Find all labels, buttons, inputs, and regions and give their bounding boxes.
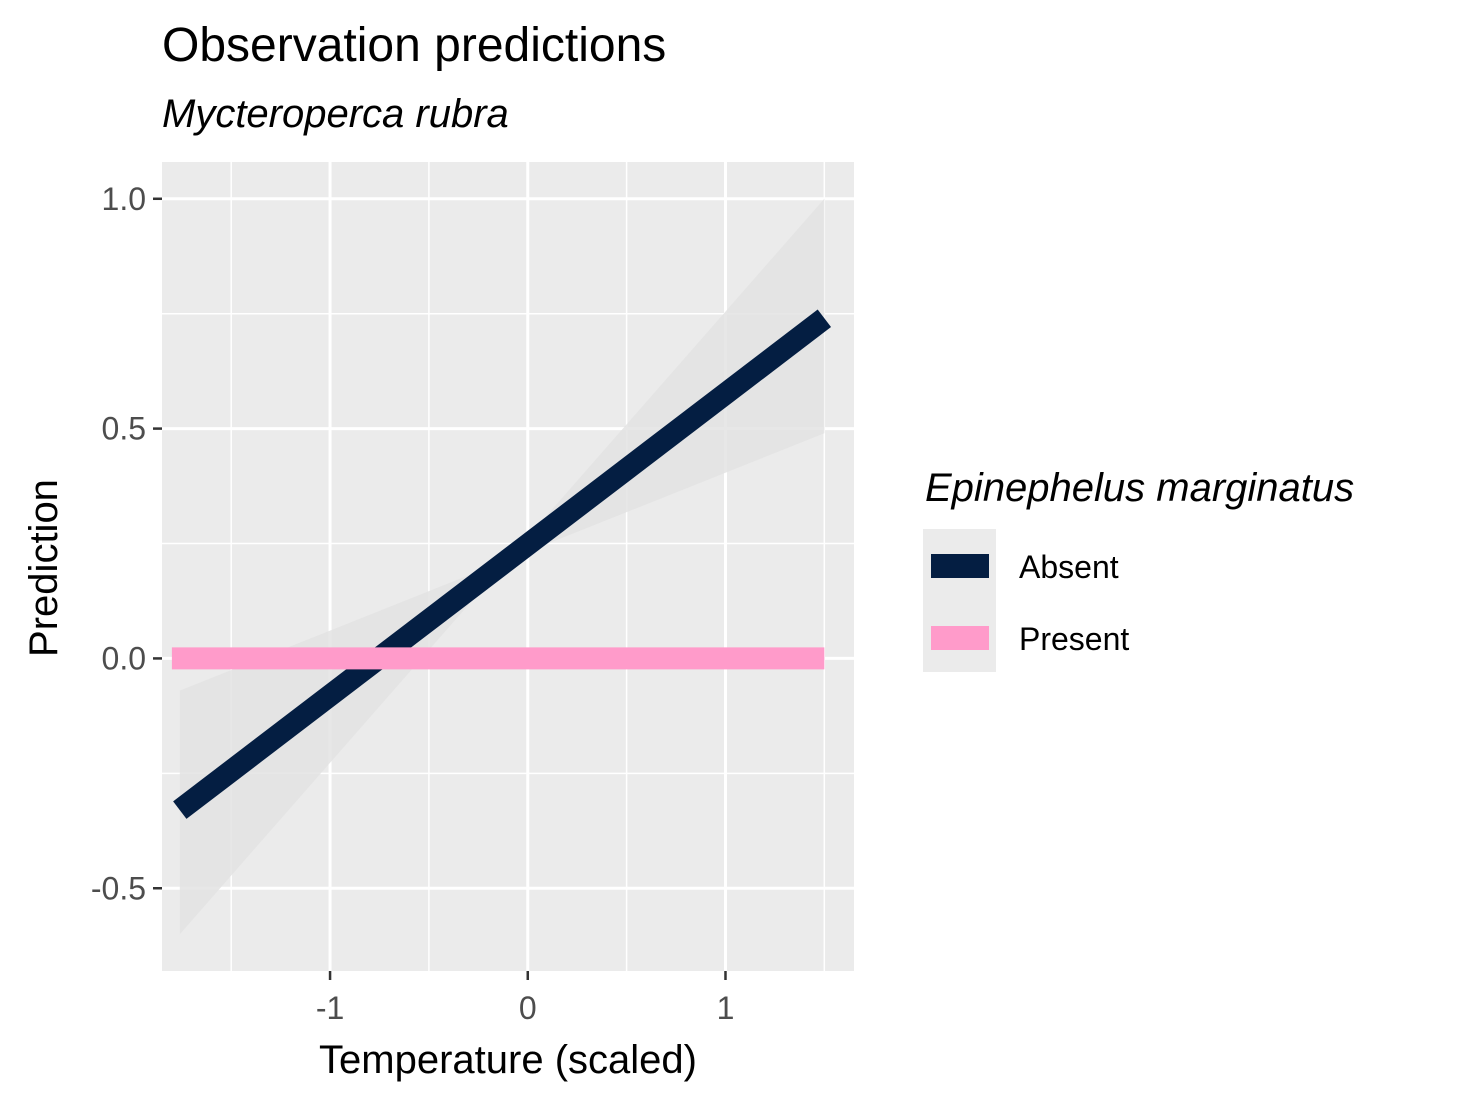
x-tick-label: -1 xyxy=(316,990,344,1026)
legend-label-absent: Absent xyxy=(1019,549,1119,585)
chart-title: Observation predictions xyxy=(162,19,667,72)
legend-items: Absent Present xyxy=(931,549,1129,657)
series-lines xyxy=(171,309,832,819)
x-axis-title: Temperature (scaled) xyxy=(319,1038,697,1082)
x-tick-labels: -1 0 1 xyxy=(316,990,735,1026)
y-tick-labels: -0.5 0.0 0.5 1.0 xyxy=(91,181,146,906)
legend: Epinephelus marginatus Absent Present xyxy=(923,466,1354,672)
y-tick-label: 0.5 xyxy=(102,411,146,447)
y-axis-title: Prediction xyxy=(22,479,66,657)
x-tick-label: 1 xyxy=(717,990,735,1026)
legend-label-present: Present xyxy=(1019,621,1129,657)
legend-key-absent xyxy=(931,554,989,578)
x-tick-label: 0 xyxy=(519,990,537,1026)
legend-key-background xyxy=(923,529,996,672)
legend-key-present xyxy=(931,626,989,650)
y-tick-label: 0.0 xyxy=(102,640,146,676)
legend-title: Epinephelus marginatus xyxy=(925,466,1354,510)
chart-subtitle: Mycteroperca rubra xyxy=(162,92,509,136)
y-tick-label: 1.0 xyxy=(102,181,146,217)
y-tick-label: -0.5 xyxy=(91,870,146,906)
axis-ticks xyxy=(153,197,727,980)
series-line-absent xyxy=(173,309,832,819)
